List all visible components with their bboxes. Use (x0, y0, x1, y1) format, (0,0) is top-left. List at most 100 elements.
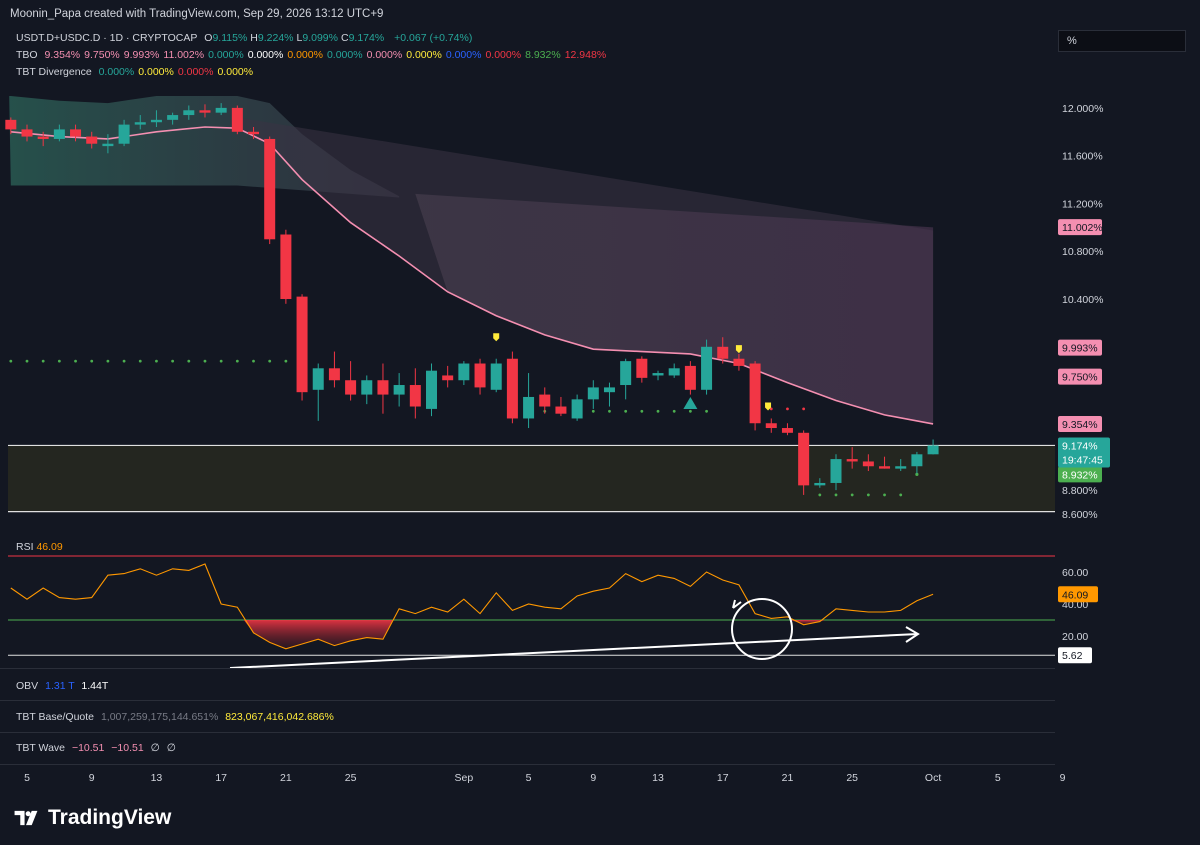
candle-body[interactable] (458, 363, 470, 381)
divergence-marker-icon (735, 345, 742, 354)
rsi-legend[interactable]: RSI 46.09 (16, 541, 63, 553)
candle-body[interactable] (5, 119, 17, 130)
candle-body[interactable] (798, 432, 810, 486)
pane-divider[interactable] (0, 700, 1055, 701)
signal-dot (41, 359, 45, 363)
candle-body[interactable] (571, 399, 583, 419)
candle-body[interactable] (895, 466, 907, 469)
candle-body[interactable] (312, 368, 324, 390)
symbol-name[interactable]: USDT.D+USDC.D · 1D · CRYPTOCAP (16, 32, 198, 44)
candle-body[interactable] (377, 380, 389, 395)
candle-body[interactable] (296, 296, 308, 393)
rsi-line[interactable] (10, 563, 934, 650)
candle-body[interactable] (587, 387, 599, 400)
candle-body[interactable] (830, 459, 842, 483)
candle-body[interactable] (701, 346, 713, 390)
candle-body[interactable] (733, 358, 745, 366)
tbo-line (10, 126, 934, 425)
candle-body[interactable] (199, 110, 211, 113)
time-axis[interactable]: 5 9 13 17 21 25 Sep 5 9 13 17 21 25 Oct 5 9 (24, 772, 1066, 784)
candle-body[interactable] (603, 387, 615, 393)
highlight-circle[interactable] (731, 598, 793, 660)
candle-body[interactable] (409, 385, 421, 407)
obv-value-2: 1.44T (81, 680, 109, 692)
candle-body[interactable] (490, 363, 502, 390)
obv-legend[interactable]: OBV 1.31 T 1.44T (16, 680, 108, 692)
candle-body[interactable] (506, 358, 518, 419)
time-axis-tick: 9 (89, 772, 95, 784)
tbt-base-quote-legend[interactable]: TBT Base/Quote 1,007,259,175,144.651% 82… (16, 711, 334, 723)
candle-body[interactable] (668, 368, 680, 376)
price-level-text: 8.932% (1062, 469, 1098, 481)
candle-body[interactable] (264, 138, 276, 240)
candle-body[interactable] (70, 129, 82, 137)
signal-dot (769, 407, 773, 411)
tradingview-logo[interactable]: TradingView (10, 806, 171, 830)
candle-body[interactable] (21, 129, 33, 137)
candle-body[interactable] (781, 428, 793, 433)
trendline[interactable] (229, 633, 919, 669)
candle-body[interactable] (280, 234, 292, 300)
tbo-cloud (9, 95, 934, 424)
candle-body[interactable] (765, 423, 777, 429)
time-axis-tick: Sep (455, 772, 474, 784)
tbt-wave-legend[interactable]: TBT Wave −10.51 −10.51 ∅ ∅ (16, 742, 176, 754)
pane-divider[interactable] (0, 732, 1055, 733)
divergence-label[interactable]: TBT Divergence (16, 66, 92, 78)
candle-body[interactable] (393, 385, 405, 395)
candle-body[interactable] (684, 365, 696, 390)
candle-body[interactable] (215, 107, 227, 113)
tbo-label[interactable]: TBO (16, 49, 38, 61)
tbo-value: 0.000% (326, 49, 363, 61)
candle-body[interactable] (636, 358, 648, 378)
signal-dot (106, 359, 110, 363)
candle-body[interactable] (474, 363, 486, 388)
candle-body[interactable] (167, 115, 179, 120)
signal-dot (252, 359, 255, 363)
candle-body[interactable] (911, 454, 923, 467)
candle-body[interactable] (814, 482, 826, 486)
candle-body[interactable] (846, 459, 858, 462)
candle-body[interactable] (555, 406, 567, 414)
candle-body[interactable] (37, 136, 49, 139)
pane-divider[interactable] (0, 764, 1055, 765)
candle-body[interactable] (862, 461, 874, 467)
signal-dots (9, 359, 919, 497)
scale-mode-toggle[interactable]: % (1058, 30, 1186, 52)
candle-body[interactable] (53, 129, 65, 139)
signal-dot (915, 472, 919, 476)
main-price-chart[interactable]: 12.000%11.600%11.200%10.800%10.400%9.000… (0, 0, 1200, 796)
candle-body[interactable] (134, 122, 146, 125)
candle-body[interactable] (426, 370, 437, 409)
candle-body[interactable] (539, 394, 551, 407)
candle-body[interactable] (717, 346, 729, 359)
candle-body[interactable] (879, 466, 891, 469)
candle-body[interactable] (231, 107, 243, 132)
price-axis-tick: 11.200% (1062, 198, 1103, 210)
candle-body[interactable] (102, 143, 114, 147)
tbo-fast-line[interactable] (10, 126, 934, 425)
symbol-legend: USDT.D+USDC.D · 1D · CRYPTOCAP O9.115% H9… (16, 32, 476, 44)
price-level-text: 9.993% (1062, 343, 1098, 355)
price-axis-tick: 8.600% (1062, 509, 1098, 521)
candle-body[interactable] (749, 363, 761, 424)
candle-body[interactable] (523, 396, 535, 419)
candle-body[interactable] (620, 361, 632, 386)
candle-body[interactable] (652, 373, 664, 376)
candle-body[interactable] (442, 375, 454, 381)
candle-body[interactable] (248, 131, 260, 135)
signal-dot (591, 409, 595, 413)
candle-body[interactable] (345, 380, 357, 395)
candle-body[interactable] (361, 380, 373, 395)
candle-body[interactable] (118, 124, 130, 144)
candle-body[interactable] (927, 445, 939, 455)
candle-body[interactable] (183, 110, 195, 116)
rsi-value-label (1058, 586, 1098, 603)
candle-body[interactable] (150, 119, 162, 123)
price-axis[interactable]: 12.000%11.600%11.200%10.800%10.400%9.000… (1058, 103, 1110, 521)
pane-divider[interactable] (0, 668, 1055, 669)
tbo-legend: TBO 9.354% 9.750% 9.993% 11.002% 0.000% 0.000… (16, 49, 614, 61)
candle-body[interactable] (328, 368, 340, 381)
candle-body[interactable] (86, 136, 98, 144)
